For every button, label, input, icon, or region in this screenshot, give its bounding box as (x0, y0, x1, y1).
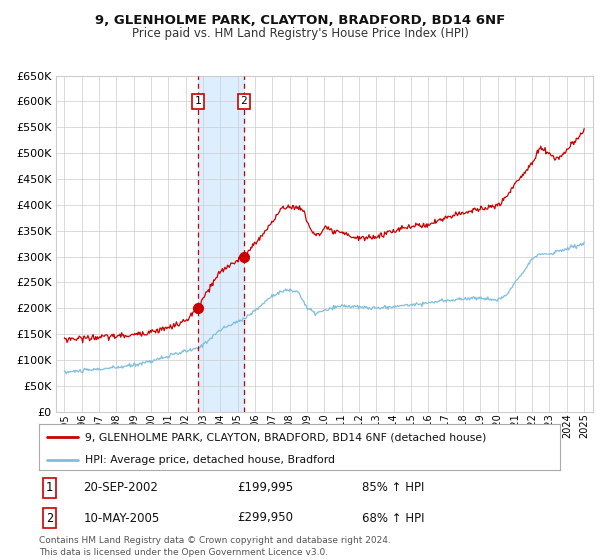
Bar (198, 76, 244, 412)
Text: 1: 1 (46, 481, 53, 494)
Text: £299,950: £299,950 (237, 511, 293, 525)
Text: HPI: Average price, detached house, Bradford: HPI: Average price, detached house, Brad… (85, 455, 335, 465)
Text: Price paid vs. HM Land Registry's House Price Index (HPI): Price paid vs. HM Land Registry's House … (131, 27, 469, 40)
Text: 2: 2 (241, 96, 247, 106)
Text: £199,995: £199,995 (237, 481, 293, 494)
Text: 10-MAY-2005: 10-MAY-2005 (83, 511, 160, 525)
Text: 85% ↑ HPI: 85% ↑ HPI (362, 481, 424, 494)
Text: 9, GLENHOLME PARK, CLAYTON, BRADFORD, BD14 6NF: 9, GLENHOLME PARK, CLAYTON, BRADFORD, BD… (95, 14, 505, 27)
Text: 20-SEP-2002: 20-SEP-2002 (83, 481, 158, 494)
Text: 2: 2 (46, 511, 53, 525)
Text: 68% ↑ HPI: 68% ↑ HPI (362, 511, 424, 525)
Text: Contains HM Land Registry data © Crown copyright and database right 2024.
This d: Contains HM Land Registry data © Crown c… (39, 536, 391, 557)
Text: 9, GLENHOLME PARK, CLAYTON, BRADFORD, BD14 6NF (detached house): 9, GLENHOLME PARK, CLAYTON, BRADFORD, BD… (85, 432, 486, 442)
Text: 1: 1 (195, 96, 202, 106)
